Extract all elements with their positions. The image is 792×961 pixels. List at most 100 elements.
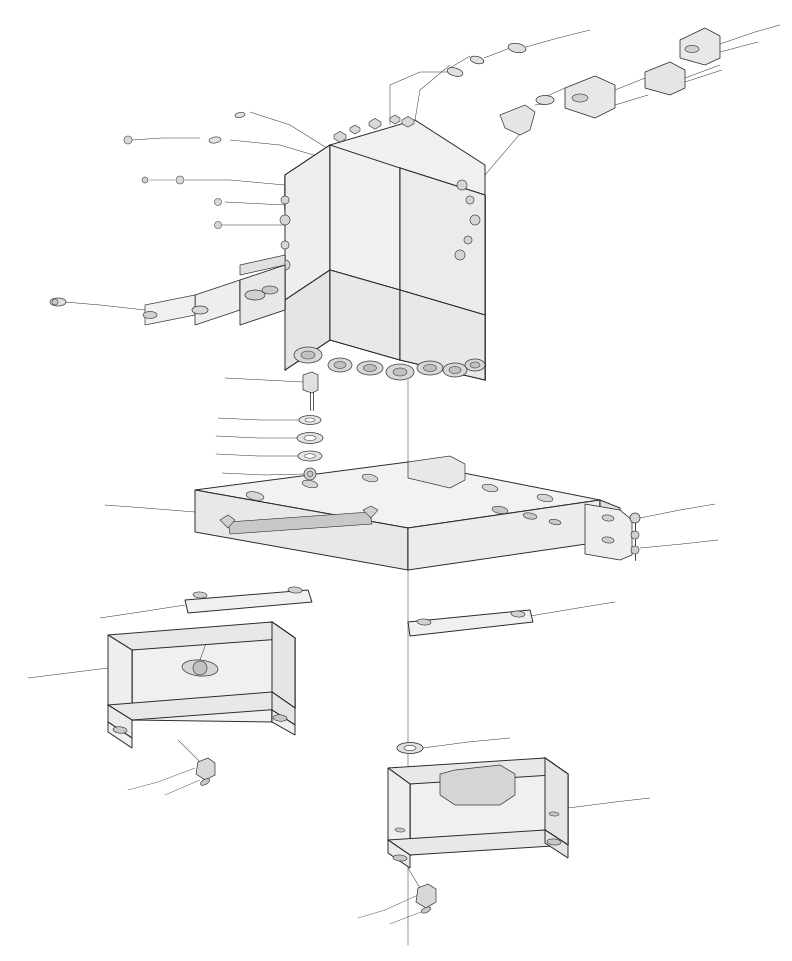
Ellipse shape <box>602 515 614 521</box>
Polygon shape <box>400 168 485 315</box>
Circle shape <box>464 236 472 244</box>
Polygon shape <box>132 622 295 722</box>
Circle shape <box>304 468 316 480</box>
Ellipse shape <box>397 743 423 753</box>
Circle shape <box>193 661 207 675</box>
Ellipse shape <box>298 451 322 461</box>
Ellipse shape <box>470 362 480 368</box>
Polygon shape <box>600 500 620 550</box>
Polygon shape <box>334 132 346 142</box>
Ellipse shape <box>536 95 554 105</box>
Circle shape <box>630 513 640 523</box>
Polygon shape <box>390 115 400 124</box>
Polygon shape <box>416 884 436 908</box>
Polygon shape <box>388 768 410 855</box>
Polygon shape <box>108 722 132 748</box>
Polygon shape <box>350 125 360 134</box>
Ellipse shape <box>523 513 537 519</box>
Circle shape <box>631 546 639 554</box>
Ellipse shape <box>193 592 207 598</box>
Ellipse shape <box>200 778 210 785</box>
Ellipse shape <box>50 298 66 306</box>
Ellipse shape <box>143 311 157 318</box>
Polygon shape <box>545 758 568 845</box>
Ellipse shape <box>386 364 414 380</box>
Polygon shape <box>285 145 330 210</box>
Polygon shape <box>240 265 285 325</box>
Polygon shape <box>185 590 312 613</box>
Ellipse shape <box>422 474 438 481</box>
Circle shape <box>455 250 465 260</box>
Ellipse shape <box>492 506 508 514</box>
Polygon shape <box>645 62 685 95</box>
Ellipse shape <box>364 364 376 372</box>
Ellipse shape <box>424 364 436 372</box>
Circle shape <box>466 196 474 204</box>
Polygon shape <box>388 758 568 784</box>
Ellipse shape <box>482 484 498 492</box>
Ellipse shape <box>357 361 383 375</box>
Circle shape <box>124 136 132 144</box>
Ellipse shape <box>393 368 407 376</box>
Ellipse shape <box>334 361 346 368</box>
Circle shape <box>307 471 313 477</box>
Ellipse shape <box>537 494 553 502</box>
Ellipse shape <box>245 290 265 300</box>
Polygon shape <box>145 295 195 325</box>
Polygon shape <box>195 462 600 528</box>
Polygon shape <box>408 456 465 488</box>
Polygon shape <box>272 692 295 725</box>
Ellipse shape <box>395 828 405 832</box>
Polygon shape <box>285 270 330 370</box>
Ellipse shape <box>262 286 278 294</box>
Polygon shape <box>400 290 485 380</box>
Circle shape <box>280 260 290 270</box>
Polygon shape <box>388 830 568 855</box>
Circle shape <box>142 177 148 183</box>
Ellipse shape <box>393 855 407 861</box>
Circle shape <box>457 180 467 190</box>
Polygon shape <box>195 280 240 325</box>
Ellipse shape <box>273 715 287 722</box>
Ellipse shape <box>465 359 485 371</box>
Polygon shape <box>388 840 410 868</box>
Ellipse shape <box>305 418 315 422</box>
Ellipse shape <box>417 361 443 375</box>
Polygon shape <box>402 116 414 127</box>
Polygon shape <box>680 28 720 65</box>
Ellipse shape <box>113 727 127 733</box>
Ellipse shape <box>288 587 302 593</box>
Polygon shape <box>545 830 568 858</box>
Ellipse shape <box>304 454 315 458</box>
Ellipse shape <box>417 619 431 625</box>
Polygon shape <box>363 506 378 518</box>
Polygon shape <box>272 710 295 735</box>
Ellipse shape <box>302 480 318 488</box>
Ellipse shape <box>299 415 321 425</box>
Circle shape <box>281 196 289 204</box>
Circle shape <box>215 221 222 229</box>
Polygon shape <box>108 705 132 738</box>
Polygon shape <box>408 610 533 636</box>
Ellipse shape <box>192 306 208 314</box>
Ellipse shape <box>447 67 463 76</box>
Ellipse shape <box>328 358 352 372</box>
Circle shape <box>280 215 290 225</box>
Polygon shape <box>285 145 330 300</box>
Ellipse shape <box>209 136 221 143</box>
Polygon shape <box>369 118 381 129</box>
Ellipse shape <box>549 519 561 525</box>
Ellipse shape <box>235 112 245 117</box>
Ellipse shape <box>294 347 322 363</box>
Polygon shape <box>108 622 295 650</box>
Polygon shape <box>330 270 400 360</box>
Ellipse shape <box>246 492 264 501</box>
Ellipse shape <box>304 435 316 440</box>
Ellipse shape <box>685 45 699 53</box>
Polygon shape <box>240 255 285 275</box>
Ellipse shape <box>602 537 614 543</box>
Circle shape <box>176 176 184 184</box>
Polygon shape <box>408 500 600 570</box>
Ellipse shape <box>449 366 461 374</box>
Polygon shape <box>196 758 215 780</box>
